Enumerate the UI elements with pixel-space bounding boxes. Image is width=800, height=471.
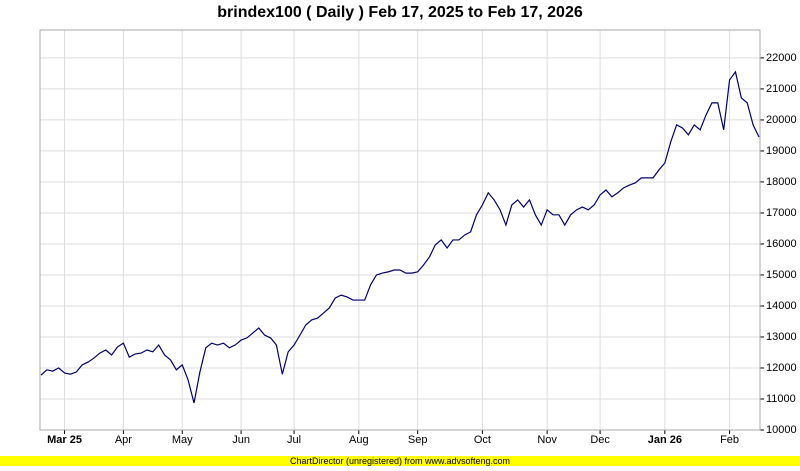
x-tick-label: Feb: [720, 434, 739, 446]
x-tick-label: Nov: [537, 434, 557, 446]
x-tick-label: Sep: [408, 434, 428, 446]
y-tick-label: 12000: [766, 362, 797, 374]
x-tick-label: Dec: [590, 434, 610, 446]
x-tick-label: Mar 25: [47, 434, 82, 446]
footer-bar: [0, 456, 800, 466]
plot-border: [39, 29, 761, 431]
y-tick-label: 18000: [766, 176, 797, 188]
y-tick-label: 20000: [766, 114, 797, 126]
footer: ChartDirector (unregistered) from www.ad…: [290, 456, 510, 466]
x-tick-label: May: [172, 434, 193, 446]
y-tick-label: 22000: [766, 52, 797, 64]
y-tick-label: 13000: [766, 331, 797, 343]
y-tick-label: 14000: [766, 300, 797, 312]
x-tick-label: Oct: [474, 434, 491, 446]
y-tick-label: 21000: [766, 83, 797, 95]
chart-title: brindex100 ( Daily ) Feb 17, 2025 to Feb…: [217, 4, 583, 21]
x-tick-label: Jun: [232, 434, 250, 446]
plot-area: [39, 29, 761, 431]
x-tick-label: Jul: [287, 434, 301, 446]
y-tick-label: 11000: [766, 393, 796, 405]
y-tick-label: 15000: [766, 269, 797, 281]
x-tick-label: Aug: [349, 434, 369, 446]
x-tick-label: Apr: [115, 434, 132, 446]
y-tick-label: 17000: [766, 207, 797, 219]
y-tick-label: 16000: [766, 238, 797, 250]
price-line: [40, 70, 760, 404]
y-tick-label: 10000: [766, 424, 797, 436]
y-tick-label: 19000: [766, 145, 797, 157]
x-tick-label: Jan 26: [648, 434, 682, 446]
